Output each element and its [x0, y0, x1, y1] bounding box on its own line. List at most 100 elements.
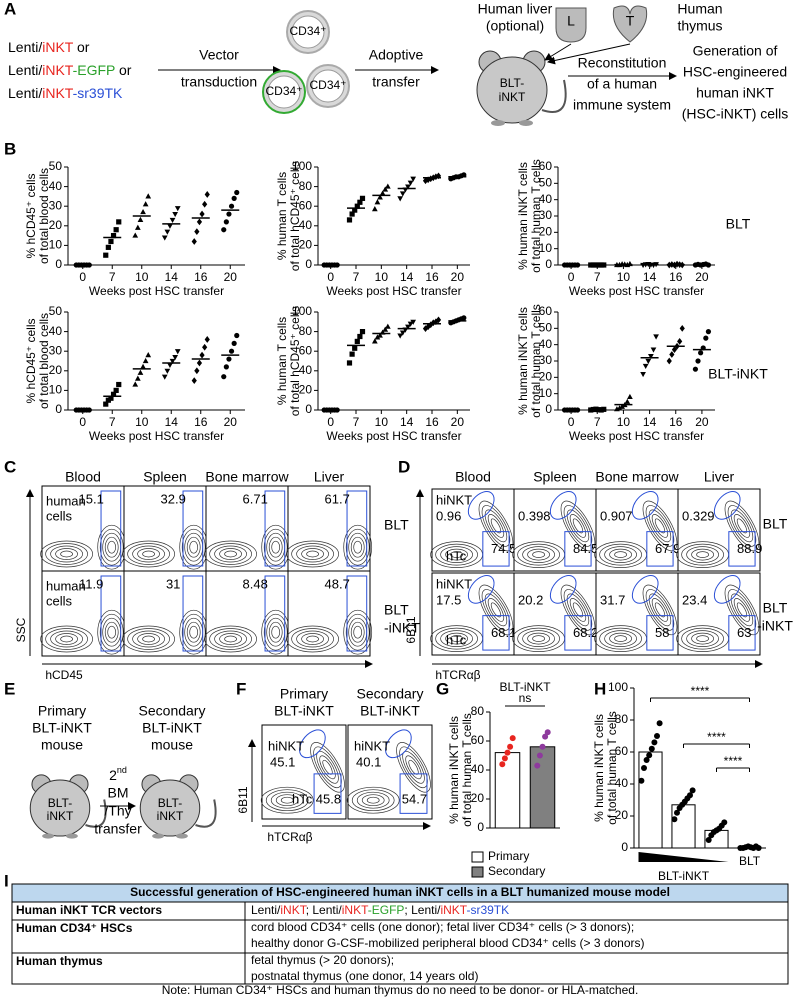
y-tick-label: 50: [49, 159, 63, 173]
data-point: [656, 720, 663, 727]
organ-text: thymus: [677, 18, 722, 34]
y-tick-label: 0: [545, 257, 552, 271]
contour: [45, 543, 88, 565]
legend-swatch: [471, 851, 484, 863]
gate: [399, 773, 428, 814]
step-text: immune system: [573, 97, 671, 113]
gate-label: human: [46, 578, 86, 593]
contour: [306, 550, 319, 558]
data-point: [689, 787, 696, 794]
data-point: [352, 345, 358, 351]
flow-plot: [595, 572, 679, 656]
data-point: [687, 792, 693, 799]
y-tick-label: 50: [49, 304, 63, 318]
contour: [291, 628, 334, 650]
contour: [345, 528, 370, 566]
contour: [265, 789, 309, 812]
contour: [532, 551, 545, 558]
y-tick-label: 100: [292, 304, 312, 318]
y-tick-label: 0: [477, 820, 484, 834]
data-point: [223, 219, 229, 225]
contour: [517, 627, 560, 650]
gate: [346, 490, 368, 567]
contour: [361, 794, 385, 807]
x-tick-label: 14: [165, 415, 179, 429]
contour: [345, 613, 370, 651]
x-axis-label: Weeks post HSC transfer: [89, 284, 224, 298]
contour: [522, 630, 555, 647]
axis-label: 6B11: [404, 616, 418, 643]
bar: [529, 746, 556, 829]
contour: [604, 630, 637, 647]
contour: [301, 548, 324, 560]
mouse-label: BLT-: [500, 76, 524, 90]
column-label: Blood: [65, 469, 101, 485]
gate: [713, 491, 741, 520]
data-point: [169, 358, 176, 365]
gate-value: 6.71: [243, 491, 268, 506]
contour: [268, 621, 283, 643]
data-point: [113, 387, 119, 393]
cell-inner: [267, 75, 301, 109]
contour: [296, 630, 329, 648]
x-tick-label: 7: [353, 415, 360, 429]
data-point: [349, 211, 355, 217]
contour: [271, 625, 281, 639]
result-text: (HSC-iNKT) cells: [682, 106, 789, 122]
x-tick-label: 0: [568, 415, 575, 429]
contour: [209, 628, 252, 650]
table-cell: healthy donor G-CSF-mobilized peripheral…: [251, 936, 645, 950]
x-tick-label: 7: [353, 270, 360, 284]
mouse-tail: [541, 79, 567, 113]
y-tick-label: 60: [299, 343, 313, 357]
gate-label: hiNKT: [268, 738, 304, 753]
mouse-label: BLT-: [158, 796, 182, 810]
x-tick-label: 14: [400, 415, 414, 429]
data-point: [199, 210, 205, 218]
data-point: [228, 348, 235, 354]
contour: [569, 598, 587, 622]
gate: [182, 575, 204, 652]
data-point: [435, 316, 442, 324]
data-point: [399, 330, 406, 336]
contour: [40, 540, 93, 568]
gate-label: hiNKT: [436, 576, 472, 591]
contour: [681, 543, 724, 566]
mouse-label: iNKT: [157, 809, 184, 823]
gate-value: 74.5: [491, 541, 516, 556]
flow-plot: [41, 570, 125, 657]
contour: [319, 755, 336, 780]
data-point: [384, 323, 391, 329]
gate-label: hTc: [292, 792, 313, 807]
contour: [396, 742, 431, 793]
y-tick-label: 50: [539, 176, 553, 190]
y-axis-label: of total blood cells: [37, 168, 51, 264]
data-point: [204, 191, 210, 198]
contour: [532, 635, 545, 642]
data-point: [174, 206, 181, 212]
gate-value: 32.9: [161, 491, 186, 506]
gate-label: cells: [46, 508, 73, 523]
contour: [107, 625, 117, 639]
table-title: Successful generation of HSC-engineered …: [130, 885, 670, 899]
contour: [527, 548, 550, 561]
data-point: [234, 189, 240, 196]
gate: [467, 575, 495, 604]
gate: [549, 491, 577, 520]
x-tick-label: BLT: [739, 854, 761, 868]
data-point: [349, 351, 355, 357]
x-tick-label: 0: [79, 415, 86, 429]
contour: [122, 625, 175, 653]
data-point: [536, 752, 543, 759]
flow-plot: [677, 488, 761, 572]
gate: [564, 615, 592, 651]
gate: [264, 490, 286, 567]
contour: [189, 540, 199, 554]
contour: [727, 505, 757, 547]
contour: [651, 598, 669, 622]
gate-value: 45.8: [316, 792, 341, 807]
contour: [733, 514, 751, 538]
gate-value: 11.9: [79, 576, 103, 591]
flow-plot: [595, 488, 679, 572]
data-point: [692, 366, 699, 372]
